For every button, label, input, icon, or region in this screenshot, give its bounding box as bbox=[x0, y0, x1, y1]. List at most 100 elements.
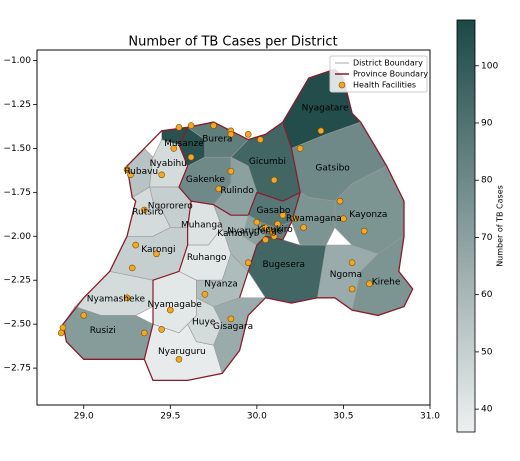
province-boundary bbox=[247, 191, 301, 216]
health-facility bbox=[187, 153, 195, 161]
health-facility bbox=[360, 227, 368, 235]
province-boundary bbox=[62, 68, 414, 382]
health-facility bbox=[366, 280, 373, 288]
district-label: Nyaruguru bbox=[158, 347, 206, 357]
legend-box bbox=[329, 55, 428, 93]
district-label: Gasabo bbox=[256, 206, 290, 216]
health-facility bbox=[215, 185, 223, 193]
health-facility bbox=[262, 224, 269, 231]
health-facility bbox=[253, 218, 261, 226]
health-facility bbox=[141, 329, 148, 337]
colorbar-tick-label: 100 bbox=[481, 61, 498, 71]
health-facility bbox=[227, 315, 235, 323]
health-facility bbox=[158, 171, 165, 179]
plot-frame bbox=[36, 49, 431, 406]
health-facility bbox=[317, 127, 325, 135]
health-facility bbox=[170, 145, 178, 152]
health-facility bbox=[348, 285, 356, 293]
district-label: Gakenke bbox=[186, 175, 226, 185]
health-facility bbox=[262, 236, 269, 244]
district-label: Nyanza bbox=[204, 279, 238, 289]
legend-label: Province Boundary bbox=[353, 70, 428, 79]
health-facility bbox=[128, 264, 136, 272]
health-facility bbox=[127, 171, 134, 179]
district-label: Rulindo bbox=[220, 186, 254, 196]
district-label: Kamonyi bbox=[217, 229, 256, 239]
district-label: Burera bbox=[202, 135, 232, 145]
district-label: Nyagatare bbox=[302, 104, 349, 114]
health-facility bbox=[141, 206, 148, 214]
district bbox=[291, 191, 336, 246]
x-tick-label: 29.0 bbox=[74, 412, 94, 422]
colorbar-tick-label: 80 bbox=[481, 176, 493, 186]
legend-label: Health Facilities bbox=[353, 81, 416, 90]
health-facility bbox=[340, 215, 347, 223]
x-tick-label: 31.0 bbox=[420, 412, 440, 422]
y-tick-label: −1.00 bbox=[3, 56, 31, 66]
legend-swatch bbox=[338, 81, 346, 89]
health-facility bbox=[244, 131, 252, 138]
health-facility bbox=[274, 220, 281, 228]
x-tick-label: 30.5 bbox=[333, 412, 353, 422]
health-facility bbox=[270, 176, 278, 184]
health-facility bbox=[187, 122, 195, 129]
y-tick-label: −2.25 bbox=[3, 276, 31, 286]
colorbar-tick-label: 70 bbox=[481, 233, 493, 243]
x-tick-label: 30.0 bbox=[247, 412, 267, 422]
health-facility bbox=[279, 211, 287, 219]
y-tick-label: −1.25 bbox=[3, 100, 31, 110]
district-label: Rubavu bbox=[124, 167, 158, 177]
district-label: Muhanga bbox=[181, 221, 223, 231]
health-facility bbox=[267, 227, 275, 235]
province-boundary bbox=[143, 127, 192, 360]
district-label: Rusizi bbox=[90, 326, 116, 336]
health-facility bbox=[244, 259, 252, 266]
y-tick-label: −1.75 bbox=[3, 188, 31, 198]
district-label: Ruhango bbox=[187, 253, 227, 263]
district-label: Nyamasheke bbox=[87, 295, 146, 305]
district-label: Karongi bbox=[141, 245, 175, 255]
district-label: Nyamagabe bbox=[147, 300, 202, 310]
colorbar bbox=[456, 19, 476, 433]
colorbar-tick-label: 50 bbox=[481, 347, 493, 357]
health-facility bbox=[153, 250, 160, 258]
health-facility bbox=[175, 356, 183, 363]
health-facility bbox=[257, 136, 264, 143]
y-tick-label: −1.50 bbox=[3, 144, 31, 154]
district-label: Bugesera bbox=[263, 260, 306, 270]
health-facility bbox=[348, 259, 356, 266]
district-label: Kayonza bbox=[349, 210, 387, 220]
health-facility bbox=[201, 290, 209, 298]
map-layer bbox=[57, 68, 414, 382]
health-facility bbox=[300, 224, 307, 231]
health-facility bbox=[123, 166, 131, 173]
health-facility bbox=[227, 167, 235, 175]
district-label: Nyabihu bbox=[150, 159, 187, 169]
health-facility bbox=[336, 197, 344, 205]
y-tick-label: −2.00 bbox=[3, 232, 31, 242]
health-facility bbox=[175, 124, 183, 131]
x-tick-label: 29.5 bbox=[160, 412, 180, 422]
district-label: Gatsibo bbox=[315, 164, 350, 174]
health-facility bbox=[80, 312, 88, 319]
health-facility bbox=[296, 145, 304, 152]
chart-title: Number of TB Cases per District bbox=[128, 35, 337, 50]
colorbar-tick-label: 60 bbox=[481, 290, 493, 300]
district-label: Kicukiro bbox=[257, 225, 293, 235]
colorbar-label: Number of TB Cases bbox=[496, 185, 505, 267]
district-label: Ngoma bbox=[330, 270, 362, 280]
y-tick-label: −2.75 bbox=[3, 364, 31, 374]
health-facility bbox=[210, 122, 217, 129]
district-label: Rutsiro bbox=[132, 208, 164, 218]
health-facility bbox=[167, 306, 174, 314]
district-label: Rwamagana bbox=[286, 214, 342, 224]
district-label: Huye bbox=[192, 318, 216, 328]
legend-label: District Boundary bbox=[353, 59, 423, 68]
district-label: Kirehe bbox=[372, 277, 401, 287]
district-label: Ngororero bbox=[148, 201, 194, 211]
y-tick-label: −2.50 bbox=[3, 320, 31, 330]
district-label: Musanze bbox=[164, 139, 204, 149]
health-facility bbox=[227, 131, 235, 138]
colorbar-tick-label: 90 bbox=[481, 119, 493, 129]
